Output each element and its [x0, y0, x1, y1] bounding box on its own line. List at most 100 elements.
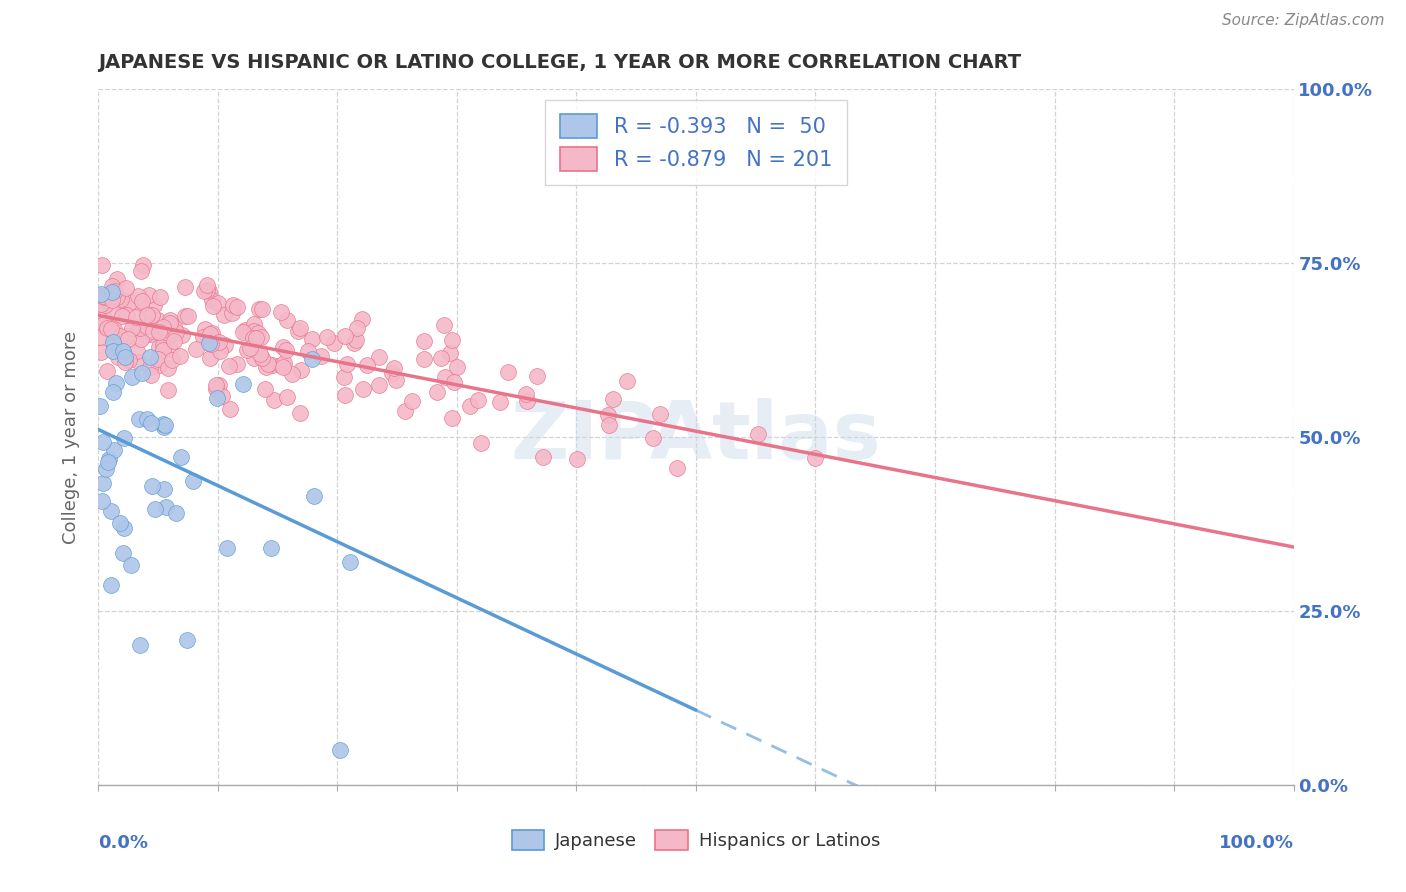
Point — [565, 451, 588, 466]
Point — [114, 351, 136, 365]
Point — [94, 462, 117, 476]
Point — [100, 504, 122, 518]
Point — [276, 343, 298, 358]
Point — [101, 334, 124, 349]
Point — [250, 330, 273, 344]
Point — [128, 412, 150, 426]
Point — [208, 335, 231, 350]
Point — [129, 264, 152, 278]
Point — [343, 336, 366, 351]
Point — [208, 344, 231, 359]
Point — [218, 401, 240, 416]
Point — [103, 339, 125, 353]
Point — [470, 436, 492, 450]
Point — [111, 298, 134, 312]
Point — [263, 392, 285, 407]
Point — [242, 331, 264, 345]
Point — [443, 375, 465, 389]
Point — [131, 323, 153, 337]
Point — [132, 259, 155, 273]
Point — [243, 317, 266, 331]
Point — [221, 306, 243, 320]
Point — [105, 271, 128, 285]
Point — [301, 332, 323, 346]
Point — [103, 324, 125, 338]
Point — [89, 318, 111, 333]
Point — [134, 327, 156, 342]
Point — [385, 372, 408, 386]
Point — [440, 333, 463, 347]
Point — [226, 300, 249, 314]
Point — [141, 308, 163, 322]
Point — [394, 404, 416, 418]
Point — [602, 392, 624, 407]
Point — [382, 360, 405, 375]
Point — [108, 328, 131, 343]
Point — [143, 298, 166, 312]
Point — [413, 351, 436, 366]
Point — [467, 392, 489, 407]
Point — [339, 555, 361, 569]
Point — [598, 418, 620, 433]
Point — [214, 308, 236, 322]
Point — [110, 292, 132, 306]
Point — [211, 389, 233, 403]
Point — [117, 332, 139, 346]
Point — [352, 382, 374, 396]
Point — [91, 435, 114, 450]
Point — [100, 322, 122, 336]
Point — [329, 743, 352, 757]
Point — [433, 318, 456, 332]
Point — [641, 431, 664, 445]
Point — [139, 417, 162, 431]
Point — [127, 319, 149, 334]
Point — [226, 357, 249, 371]
Point — [93, 317, 115, 331]
Point — [111, 310, 134, 324]
Point — [239, 341, 262, 355]
Point — [152, 338, 174, 352]
Point — [333, 370, 356, 384]
Point — [218, 359, 240, 374]
Point — [91, 476, 114, 491]
Point — [200, 336, 222, 351]
Point — [114, 431, 136, 445]
Point — [256, 357, 278, 371]
Point — [247, 326, 270, 341]
Point — [252, 351, 274, 366]
Point — [426, 385, 449, 400]
Point — [233, 323, 256, 337]
Point — [172, 328, 194, 343]
Point — [139, 368, 162, 382]
Point — [208, 377, 231, 392]
Point — [297, 343, 319, 358]
Point — [270, 305, 292, 319]
Point — [103, 322, 125, 336]
Point — [136, 309, 159, 323]
Point — [205, 392, 228, 406]
Point — [96, 321, 118, 335]
Point — [367, 351, 389, 365]
Point — [91, 258, 114, 272]
Point — [96, 363, 118, 377]
Point — [346, 320, 368, 334]
Point — [290, 363, 312, 377]
Point — [104, 376, 127, 391]
Point — [315, 329, 337, 343]
Point — [159, 316, 181, 330]
Point — [221, 298, 243, 312]
Point — [153, 483, 176, 497]
Point — [91, 292, 114, 306]
Point — [515, 386, 537, 401]
Point — [152, 343, 174, 357]
Point — [159, 313, 181, 327]
Point — [146, 313, 169, 327]
Point — [195, 284, 218, 298]
Point — [243, 351, 266, 365]
Point — [440, 411, 463, 425]
Text: 100.0%: 100.0% — [1219, 834, 1294, 852]
Point — [101, 385, 124, 400]
Point — [336, 357, 359, 371]
Point — [446, 360, 468, 375]
Point — [152, 326, 174, 341]
